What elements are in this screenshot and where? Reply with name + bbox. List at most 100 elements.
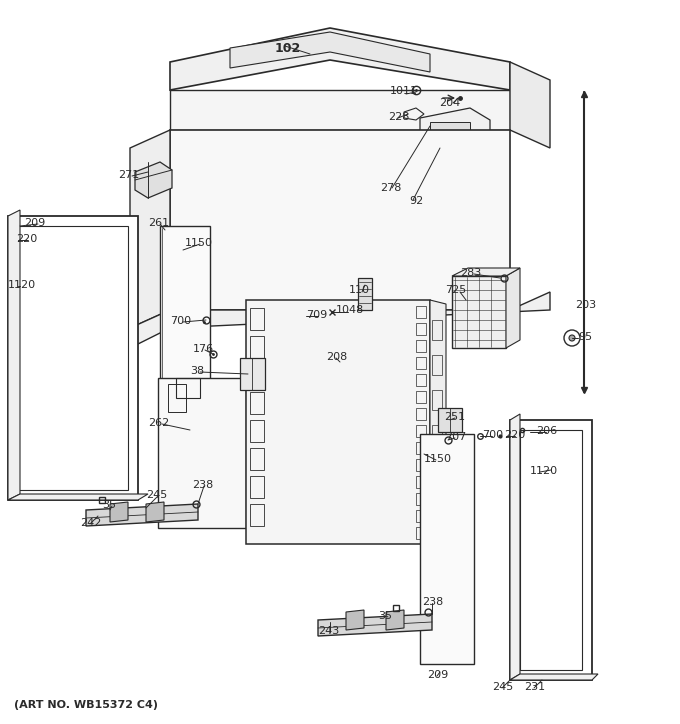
Polygon shape — [438, 408, 462, 432]
Bar — [430, 122, 470, 142]
Text: 209: 209 — [24, 218, 46, 228]
Polygon shape — [346, 610, 364, 630]
Text: 209: 209 — [427, 670, 448, 680]
Text: 208: 208 — [326, 352, 347, 362]
Bar — [250, 392, 264, 414]
Text: 35: 35 — [378, 611, 392, 621]
Bar — [250, 476, 264, 498]
Bar — [416, 374, 426, 386]
Bar — [416, 391, 426, 403]
Bar — [416, 425, 426, 437]
Bar — [358, 278, 372, 310]
Text: 231: 231 — [524, 682, 545, 692]
Polygon shape — [158, 378, 246, 528]
Text: 102: 102 — [275, 42, 301, 55]
Bar — [250, 336, 264, 358]
Text: 1120: 1120 — [8, 280, 36, 290]
Text: 206: 206 — [536, 426, 557, 436]
Polygon shape — [240, 358, 265, 390]
Text: 262: 262 — [148, 418, 169, 428]
Text: 92: 92 — [409, 196, 423, 206]
Circle shape — [569, 335, 575, 341]
Bar — [416, 476, 426, 488]
Bar — [416, 527, 426, 539]
Polygon shape — [130, 292, 550, 348]
Text: 1150: 1150 — [424, 454, 452, 464]
Text: 243: 243 — [318, 626, 339, 636]
Text: 242: 242 — [80, 518, 101, 528]
Text: 700: 700 — [170, 316, 191, 326]
Polygon shape — [318, 614, 432, 636]
Circle shape — [548, 467, 554, 473]
Bar — [416, 493, 426, 505]
Polygon shape — [8, 210, 20, 500]
Text: 238: 238 — [422, 597, 443, 607]
Bar — [160, 226, 210, 476]
Bar — [416, 459, 426, 471]
Text: (ART NO. WB15372 C4): (ART NO. WB15372 C4) — [14, 700, 158, 710]
Polygon shape — [170, 28, 510, 90]
Text: 95: 95 — [578, 332, 592, 342]
Bar — [416, 306, 426, 318]
Polygon shape — [170, 90, 510, 130]
Polygon shape — [386, 610, 404, 630]
Polygon shape — [510, 674, 598, 680]
Text: 1048: 1048 — [336, 305, 364, 315]
Text: 1011: 1011 — [390, 86, 418, 96]
Bar — [250, 448, 264, 470]
Bar — [416, 323, 426, 335]
Bar — [420, 434, 474, 664]
Bar — [416, 357, 426, 369]
Polygon shape — [130, 130, 170, 328]
Polygon shape — [110, 502, 128, 522]
Text: 238: 238 — [192, 480, 214, 490]
Text: 1150: 1150 — [185, 238, 213, 248]
Polygon shape — [246, 300, 430, 544]
Bar — [250, 308, 264, 330]
Text: 278: 278 — [380, 183, 401, 193]
Text: 176: 176 — [193, 344, 214, 354]
Bar — [250, 420, 264, 442]
Text: 228: 228 — [388, 112, 409, 122]
Text: 700: 700 — [482, 430, 503, 440]
Bar — [432, 320, 442, 340]
Polygon shape — [170, 130, 510, 310]
Bar — [432, 390, 442, 410]
Polygon shape — [430, 300, 446, 544]
Text: 271: 271 — [118, 170, 139, 180]
Text: 35: 35 — [102, 500, 116, 510]
Bar — [250, 504, 264, 526]
Bar — [416, 442, 426, 454]
Polygon shape — [8, 216, 138, 500]
Text: 220: 220 — [16, 234, 37, 244]
Text: 251: 251 — [444, 412, 465, 422]
Polygon shape — [8, 494, 148, 500]
Bar — [250, 364, 264, 386]
Text: 245: 245 — [146, 490, 167, 500]
Text: 204: 204 — [439, 98, 460, 108]
Polygon shape — [506, 268, 520, 348]
Text: 203: 203 — [575, 300, 596, 310]
Text: 261: 261 — [148, 218, 169, 228]
Text: 283: 283 — [460, 268, 481, 278]
Polygon shape — [230, 32, 430, 72]
Text: 709: 709 — [306, 310, 327, 320]
Polygon shape — [86, 504, 198, 526]
Polygon shape — [420, 108, 490, 158]
Text: 725: 725 — [445, 285, 466, 295]
Text: 110: 110 — [349, 285, 370, 295]
Bar — [432, 460, 442, 480]
Text: 220: 220 — [504, 430, 525, 440]
Polygon shape — [510, 414, 520, 680]
Bar — [168, 384, 186, 412]
Text: 245: 245 — [492, 682, 513, 692]
Bar — [416, 408, 426, 420]
Polygon shape — [146, 502, 164, 522]
Text: 1120: 1120 — [530, 466, 558, 476]
Text: 707: 707 — [445, 432, 466, 442]
Text: 38: 38 — [190, 366, 204, 376]
Polygon shape — [510, 62, 550, 148]
Bar — [416, 510, 426, 522]
Circle shape — [303, 313, 309, 319]
Polygon shape — [452, 268, 520, 276]
